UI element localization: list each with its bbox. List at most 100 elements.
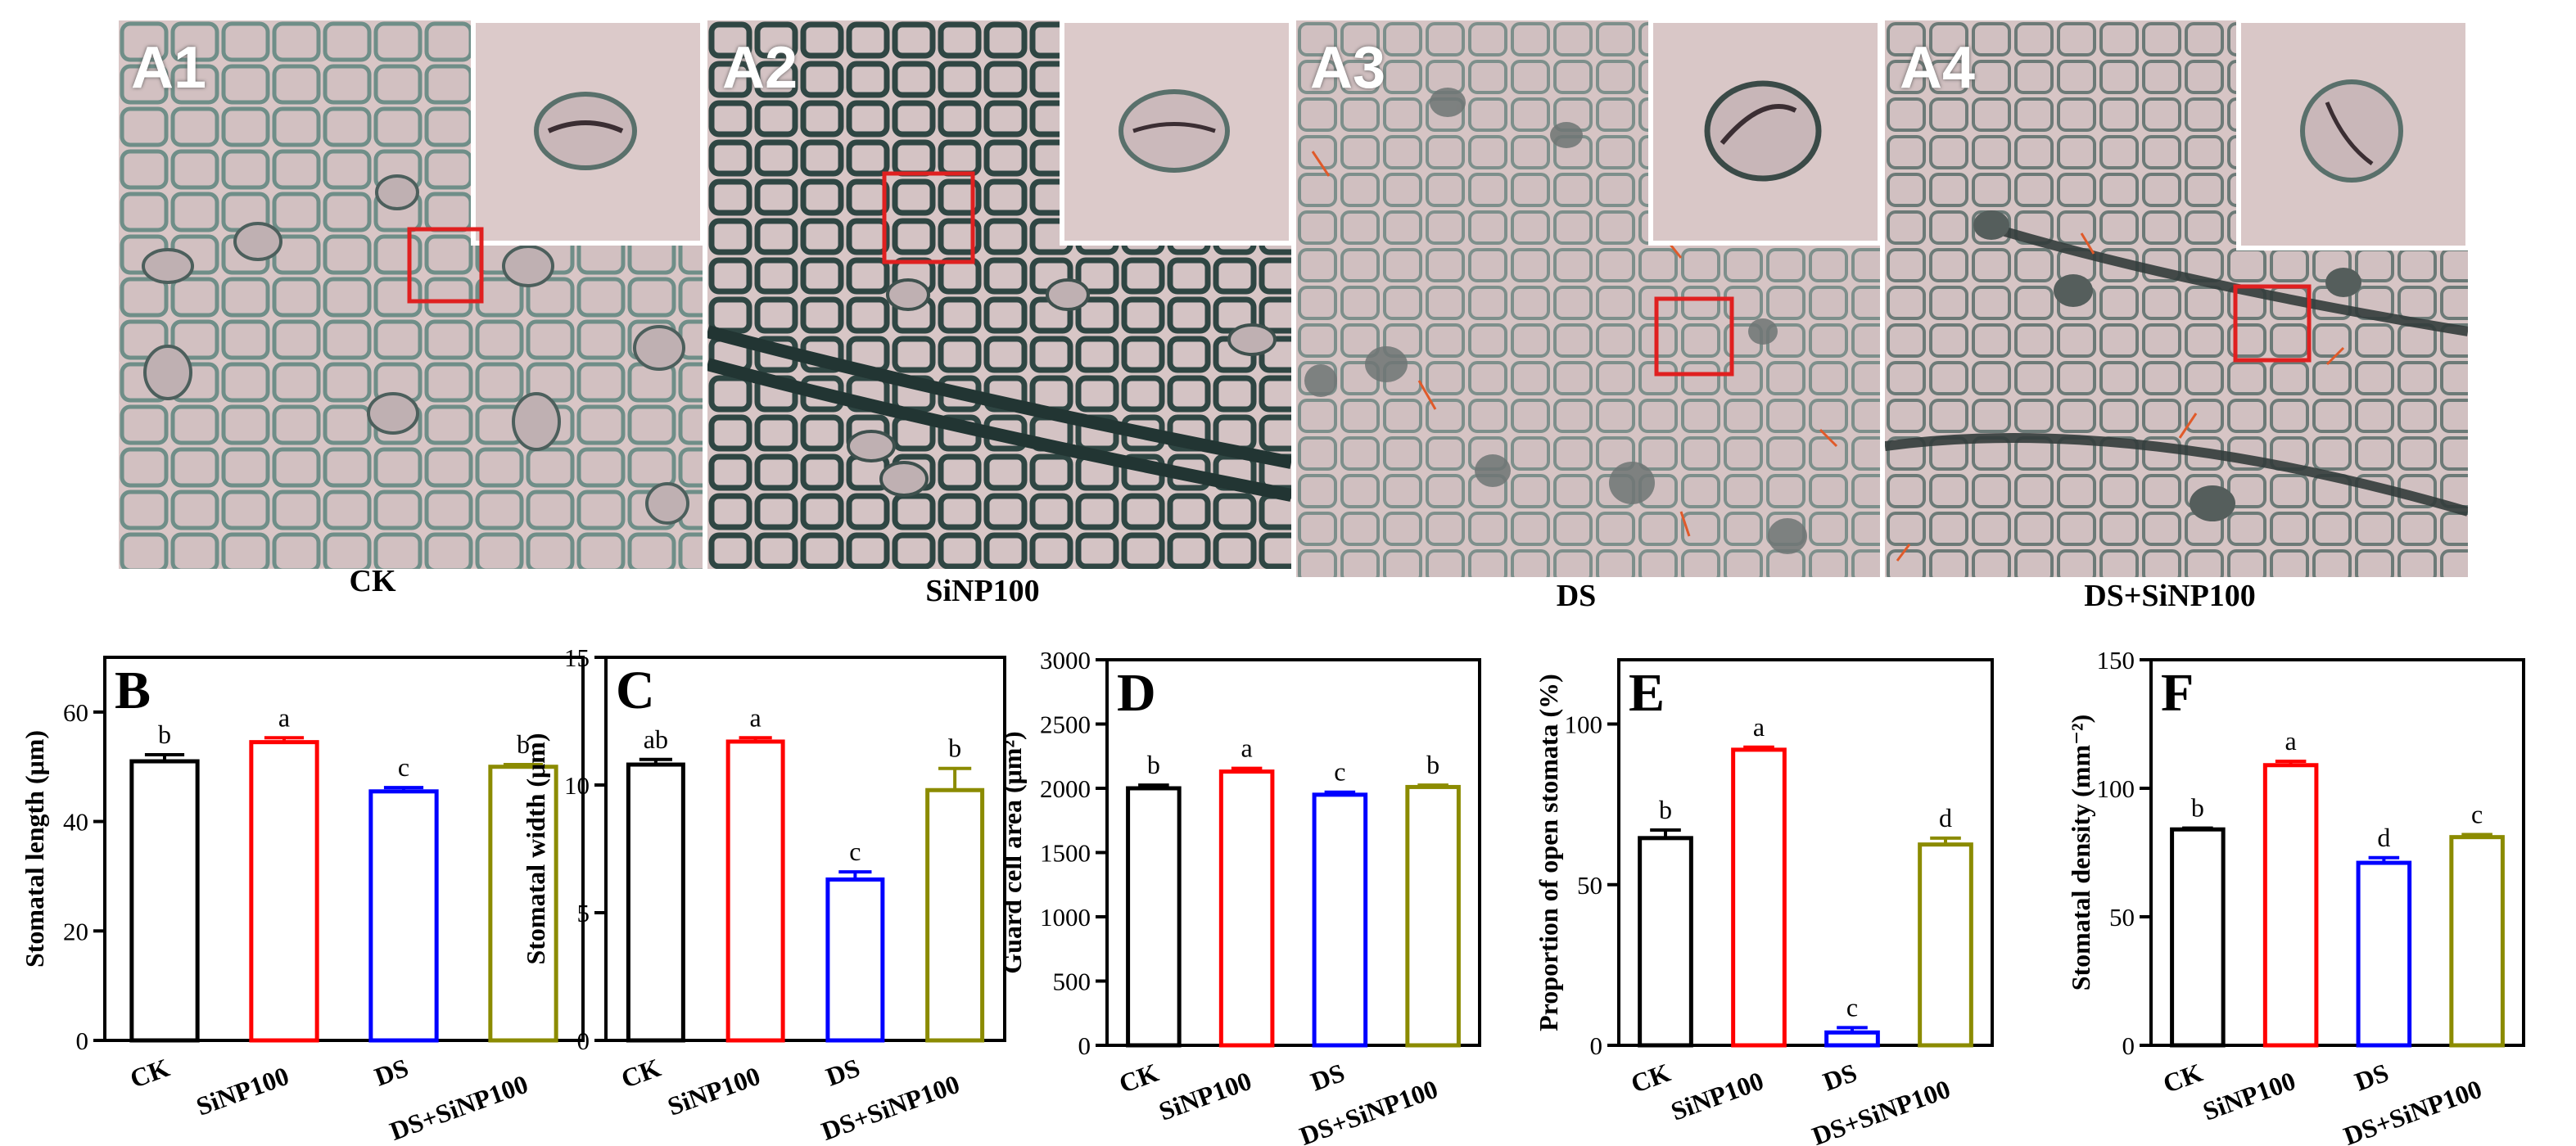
ytick-label-f: 0 — [2122, 1031, 2135, 1060]
sig-letter-c-1: a — [750, 702, 762, 732]
ytick-label-d: 1500 — [1040, 839, 1091, 868]
xtick-label-c-0: CK — [617, 1053, 665, 1094]
ytick-label-e: 0 — [1590, 1031, 1603, 1060]
panel-label-a4: A4 — [1900, 35, 1976, 101]
ytick-label-b: 20 — [63, 917, 88, 945]
ylabel-b: Stomatal length (μm) — [20, 730, 49, 968]
bar-d-0 — [1126, 786, 1182, 1048]
plot-frame-e — [1617, 658, 1994, 1047]
micrograph-sinp100 — [707, 20, 1291, 569]
bar-f-2 — [2356, 860, 2412, 1048]
ytick-label-f: 100 — [2097, 774, 2135, 803]
bar-b-0 — [129, 759, 200, 1043]
ytick-label-d: 2000 — [1040, 774, 1091, 803]
panel-label-a2: A2 — [722, 35, 798, 101]
ytick-label-b: 60 — [63, 698, 88, 727]
xtick-label-e-0: CK — [1627, 1058, 1674, 1099]
sig-letter-d-3: b — [1426, 750, 1439, 779]
bar-c-3 — [925, 787, 985, 1043]
sig-letter-d-1: a — [1241, 733, 1253, 763]
sig-letter-f-3: c — [2471, 800, 2483, 829]
xtick-label-e-1: SiNP100 — [1667, 1066, 1768, 1126]
bar-c-2 — [825, 877, 885, 1043]
panel-letter-c: C — [616, 661, 655, 720]
sig-letter-e-0: b — [1659, 795, 1672, 824]
bar-d-1 — [1218, 769, 1275, 1048]
bar-e-3 — [1918, 842, 1973, 1048]
xtick-label-f-1: SiNP100 — [2199, 1066, 2299, 1126]
micrograph-ds — [1296, 20, 1880, 577]
ylabel-f: Stomatal density (mm⁻²) — [2066, 715, 2095, 991]
bar-b-3 — [488, 765, 558, 1043]
sig-letter-e-1: a — [1753, 712, 1765, 742]
ytick-label-f: 150 — [2097, 646, 2135, 675]
ytick-label-c: 0 — [577, 1026, 590, 1055]
bar-b-2 — [368, 789, 439, 1043]
bar-e-2 — [1824, 1030, 1880, 1048]
panel-label-a3: A3 — [1310, 35, 1386, 101]
plot-frame-f — [2149, 658, 2525, 1047]
sig-letter-c-3: b — [948, 733, 961, 763]
caption-ck: CK — [349, 564, 396, 598]
ytick-label-d: 1000 — [1040, 903, 1091, 932]
ytick-label-d: 3000 — [1040, 646, 1091, 675]
xtick-label-b-0: CK — [126, 1053, 174, 1094]
panel-letter-e: E — [1629, 663, 1665, 723]
micrograph-ck — [119, 20, 703, 569]
plot-frame-c — [604, 656, 1006, 1042]
bar-e-1 — [1731, 747, 1787, 1048]
xtick-label-f-0: CK — [2159, 1058, 2207, 1099]
sig-letter-d-2: c — [1334, 757, 1345, 787]
ylabel-e: Proportion of open stomata (%) — [1534, 674, 1563, 1031]
ytick-label-c: 10 — [564, 771, 590, 800]
xtick-label-b-2: DS — [371, 1053, 413, 1092]
xtick-label-c-1: SiNP100 — [663, 1061, 764, 1121]
ytick-label-f: 50 — [2109, 903, 2135, 932]
sig-letter-b-0: b — [158, 720, 171, 749]
ylabel-c: Stomatal width (μm) — [521, 733, 550, 964]
ytick-label-e: 50 — [1577, 871, 1602, 900]
xtick-label-d-1: SiNP100 — [1155, 1066, 1255, 1126]
sig-letter-f-1: a — [2285, 726, 2297, 756]
bar-c-1 — [725, 739, 785, 1043]
bar-e-0 — [1638, 836, 1693, 1048]
bar-d-2 — [1312, 792, 1368, 1048]
sig-letter-f-2: d — [2377, 823, 2390, 852]
bar-c-0 — [626, 762, 685, 1043]
xtick-label-b-1: SiNP100 — [192, 1061, 293, 1121]
ck-tissue-image — [119, 20, 703, 569]
bar-f-1 — [2262, 763, 2319, 1048]
panel-letter-f: F — [2161, 663, 2194, 723]
ytick-label-e: 100 — [1565, 711, 1603, 739]
sig-letter-b-3: b — [517, 729, 530, 759]
sig-letter-e-3: d — [1939, 803, 1952, 832]
sig-letter-b-2: c — [398, 752, 409, 782]
ytick-label-d: 0 — [1078, 1031, 1091, 1060]
sinp100-tissue-image — [707, 20, 1291, 569]
ds-tissue-image — [1296, 20, 1880, 577]
panel-letter-b: B — [115, 661, 151, 720]
bar-f-3 — [2449, 835, 2505, 1048]
xtick-label-e-2: DS — [1819, 1058, 1861, 1097]
sig-letter-b-1: a — [278, 702, 290, 732]
xtick-label-c-2: DS — [822, 1053, 864, 1092]
bar-d-3 — [1405, 784, 1461, 1048]
micrograph-ds-sinp100 — [1885, 20, 2468, 577]
ds-sinp100-tissue-image — [1885, 20, 2468, 577]
ytick-label-c: 5 — [577, 899, 590, 927]
caption-ds: DS — [1556, 579, 1597, 613]
sig-letter-c-0: ab — [644, 724, 668, 754]
ylabel-d: Guard cell area (μm²) — [997, 731, 1027, 973]
ytick-label-d: 500 — [1053, 968, 1091, 996]
sig-letter-c-2: c — [849, 837, 861, 866]
bar-b-1 — [249, 740, 319, 1043]
panel-label-a1: A1 — [131, 35, 207, 101]
sig-letter-f-0: b — [2191, 793, 2204, 823]
xtick-label-d-0: CK — [1115, 1058, 1163, 1099]
xtick-label-f-2: DS — [2351, 1058, 2393, 1097]
caption-ds-sinp100: DS+SiNP100 — [2084, 579, 2256, 613]
plot-frame-b — [103, 656, 585, 1042]
sig-letter-e-2: c — [1846, 992, 1858, 1022]
panel-letter-d: D — [1117, 663, 1156, 723]
